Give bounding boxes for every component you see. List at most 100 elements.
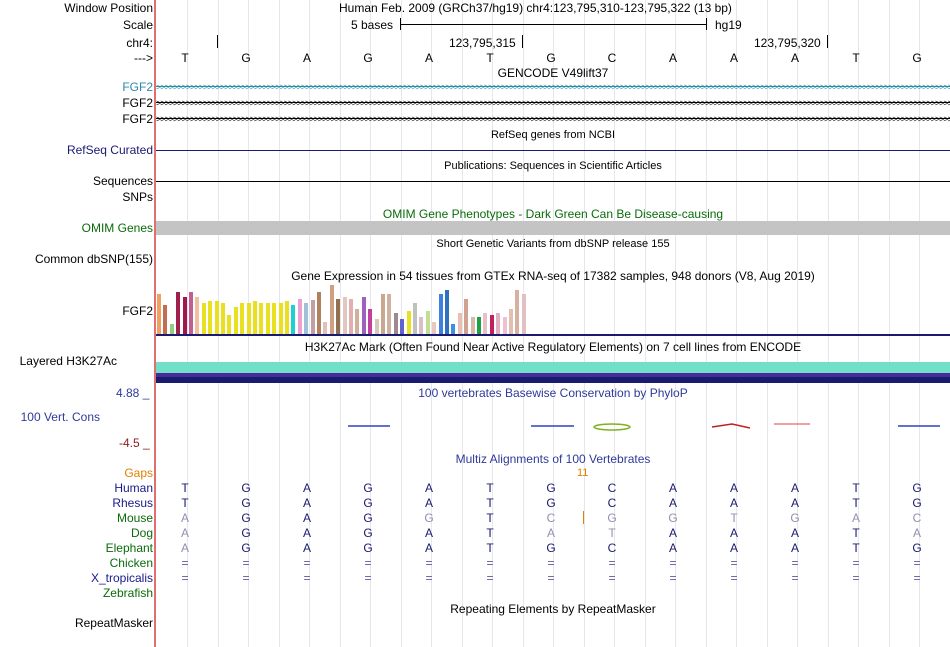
gtex-gene-label[interactable]: FGF2 [122,304,153,318]
species-label[interactable]: Chicken [109,556,153,570]
species-label[interactable]: Rhesus [112,496,153,510]
gtex-tissue-bar[interactable] [329,285,334,334]
gtex-tissue-bar[interactable] [349,298,353,334]
species-label[interactable]: Mouse [116,511,153,525]
publications-label[interactable]: Sequences [92,174,153,188]
gtex-tissue-bar[interactable] [323,321,328,334]
gtex-tissue-bar[interactable] [438,294,443,334]
gtex-tissue-bar[interactable] [246,302,251,334]
gtex-tissue-bar[interactable] [502,317,507,334]
phylop-label[interactable]: 100 Vert. Cons [20,410,100,424]
refseq-label[interactable]: RefSeq Curated [66,143,153,157]
gtex-tissue-bar[interactable] [291,304,296,334]
omim-bar[interactable] [156,221,950,235]
gtex-tissue-bar[interactable] [368,309,373,334]
gtex-tissue-bar[interactable] [182,296,187,334]
gtex-tissue-bar[interactable] [214,300,219,334]
gtex-tissue-bar[interactable] [189,292,193,334]
gtex-tissue-bar[interactable] [227,315,232,334]
gencode-gene-model[interactable]: >>>>>>>>>>>>>>>>>>>>>>>>>>>>>>>>>>>>>>>>… [156,98,950,107]
phylop-title[interactable]: 100 vertebrates Basewise Conservation by… [418,386,688,400]
gencode-gene-label[interactable]: FGF2 [122,96,153,110]
species-label[interactable]: Elephant [105,541,153,555]
gtex-tissue-bar[interactable] [457,313,462,334]
gtex-tissue-bar[interactable] [445,290,449,334]
omim-title[interactable]: OMIM Gene Phenotypes - Dark Green Can Be… [382,207,724,221]
gtex-tissue-bar[interactable] [278,302,283,334]
gtex-tissue-bar[interactable] [265,302,270,334]
gtex-tissue-bar[interactable] [419,317,424,334]
refseq-title[interactable]: RefSeq genes from NCBI [490,129,616,141]
snps-label[interactable]: SNPs [122,190,153,204]
refseq-gene-line[interactable] [156,150,950,151]
gtex-tissue-bar[interactable] [387,294,392,334]
dbsnp-label[interactable]: Common dbSNP(155) [34,252,153,266]
alignment-base: T [852,496,860,510]
alignment-base: = [242,556,250,570]
gtex-tissue-bar[interactable] [355,309,360,334]
gtex-tissue-bar[interactable] [285,300,289,334]
repeatmasker-title[interactable]: Repeating Elements by RepeatMasker [450,602,656,616]
gtex-tissue-bar[interactable] [336,298,341,334]
species-label[interactable]: Dog [130,526,153,540]
phylop-graph[interactable] [156,415,950,439]
gaps-label[interactable]: Gaps [124,466,153,480]
gtex-tissue-bar[interactable] [374,319,379,334]
gtex-bar-chart[interactable] [156,284,536,334]
gtex-tissue-bar[interactable] [310,299,315,334]
gtex-tissue-bar[interactable] [317,292,321,334]
gencode-gene-model[interactable]: >>>>>>>>>>>>>>>>>>>>>>>>>>>>>>>>>>>>>>>>… [156,114,950,123]
gtex-tissue-bar[interactable] [259,302,264,334]
gtex-tissue-bar[interactable] [208,300,213,334]
gtex-tissue-bar[interactable] [477,317,481,334]
gtex-tissue-bar[interactable] [304,302,309,334]
species-label[interactable]: Zebrafish [102,586,153,600]
gtex-tissue-bar[interactable] [451,323,456,334]
h3k27ac-label[interactable]: Layered H3K27Ac [19,354,117,368]
gtex-tissue-bar[interactable] [195,296,200,334]
publications-line[interactable] [156,181,950,182]
gtex-tissue-bar[interactable] [393,313,398,334]
gtex-tissue-bar[interactable] [342,296,347,334]
gtex-tissue-bar[interactable] [496,313,501,334]
gtex-tissue-bar[interactable] [163,304,168,334]
gtex-tissue-bar[interactable] [406,311,411,334]
gtex-tissue-bar[interactable] [413,302,417,334]
gtex-tissue-bar[interactable] [515,290,520,334]
gencode-gene-label[interactable]: FGF2 [122,80,153,94]
gtex-tissue-bar[interactable] [361,296,366,334]
gtex-tissue-bar[interactable] [233,306,238,334]
gtex-tissue-bar[interactable] [272,302,277,334]
gtex-tissue-bar[interactable] [221,302,225,334]
gtex-tissue-bar[interactable] [297,298,302,334]
gtex-tissue-bar[interactable] [201,302,206,334]
gtex-tissue-bar[interactable] [521,294,526,334]
gtex-title[interactable]: Gene Expression in 54 tissues from GTEx … [291,269,815,283]
gtex-tissue-bar[interactable] [169,323,174,334]
gtex-tissue-bar[interactable] [157,294,161,334]
gencode-gene-model[interactable]: >>>>>>>>>>>>>>>>>>>>>>>>>>>>>>>>>>>>>>>>… [156,82,950,91]
gtex-tissue-bar[interactable] [240,302,245,334]
gtex-tissue-bar[interactable] [253,300,257,334]
gtex-tissue-bar[interactable] [489,315,494,334]
dbsnp-title[interactable]: Short Genetic Variants from dbSNP releas… [436,238,670,250]
gtex-tissue-bar[interactable] [464,298,469,334]
gtex-tissue-bar[interactable] [381,294,385,334]
h3k27ac-title[interactable]: H3K27Ac Mark (Often Found Near Active Re… [304,340,802,354]
gtex-tissue-bar[interactable] [425,311,430,334]
gtex-tissue-bar[interactable] [176,292,181,334]
h3k27ac-signal[interactable] [156,362,950,373]
gencode-title[interactable]: GENCODE V49lift37 [497,66,609,80]
multiz-title[interactable]: Multiz Alignments of 100 Vertebrates [455,452,651,466]
species-label[interactable]: Human [114,481,153,495]
species-label[interactable]: X_tropicalis [90,571,153,585]
gtex-tissue-bar[interactable] [400,319,405,334]
gtex-tissue-bar[interactable] [483,313,488,334]
repeatmasker-label[interactable]: RepeatMasker [74,616,153,630]
gencode-gene-label[interactable]: FGF2 [122,112,153,126]
publications-title[interactable]: Publications: Sequences in Scientific Ar… [444,160,662,172]
omim-label[interactable]: OMIM Genes [81,221,153,235]
gtex-tissue-bar[interactable] [432,321,437,334]
gtex-tissue-bar[interactable] [509,309,513,334]
gtex-tissue-bar[interactable] [470,317,475,334]
